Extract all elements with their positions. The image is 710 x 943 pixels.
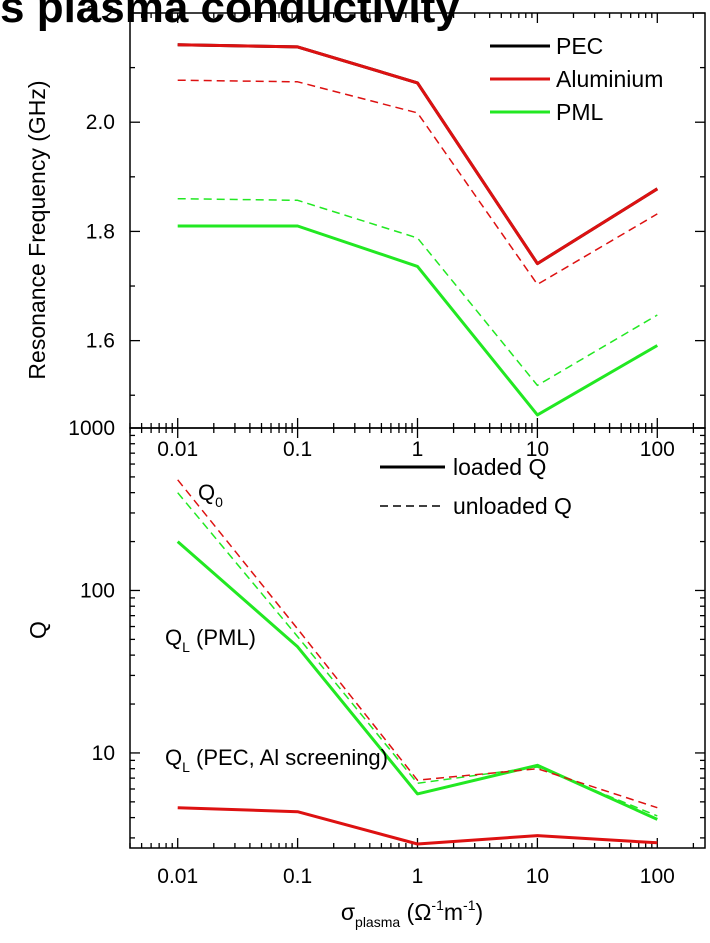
y-tick-label: 100: [80, 579, 115, 602]
x-tick-label: 1: [412, 438, 424, 461]
bottom-ylabel: Q: [25, 621, 51, 639]
series-line-aluminium-loaded-q-solid: [177, 806, 658, 846]
xlabel-unit-open: (Ω: [400, 899, 431, 925]
series-line-pml-solid: [177, 224, 659, 417]
series-line-pml-loaded-q-solid: [176, 540, 658, 821]
series-line-pml-unloaded-q-dashed: [177, 492, 658, 817]
legend-label: unloaded Q: [453, 493, 572, 519]
series-line-aluminium-dashed: [177, 79, 658, 286]
bottom-panel: 0.01 0.1 1 10 100 10 100 1000 loaded Q unloaded Q: [68, 417, 706, 888]
annotation-ql-pec: QL (PEC, Al screening): [165, 745, 388, 775]
x-tick-label: 100: [640, 438, 675, 461]
legend-label: PML: [556, 99, 604, 125]
legend-label: PEC: [556, 33, 603, 59]
annotation-ql-pml: QL (PML): [165, 625, 256, 655]
x-tick-label: 0.1: [283, 865, 312, 888]
top-panel: 0.01 0.1 1 10 100 1.6 1.8 2.0 2.2 PEC Aluminium PML: [86, 2, 706, 461]
y-tick-label: 2.0: [86, 111, 115, 134]
x-tick-label: 100: [640, 865, 675, 888]
xlabel-sigma: σ: [341, 899, 355, 925]
series-line-pml-dashed: [177, 197, 658, 387]
legend-label: loaded Q: [453, 454, 546, 480]
y-tick-label: 1.8: [86, 220, 115, 243]
annotation-q0: Q0: [198, 480, 223, 510]
x-tick-label: 0.01: [157, 865, 198, 888]
top-ylabel: Resonance Frequency (GHz): [24, 80, 50, 379]
chart-title: s plasma conductivity: [0, 0, 460, 32]
legend-label: Aluminium: [556, 66, 663, 92]
xlabel-sup1: -1: [431, 897, 444, 913]
series-line-aluminium-unloaded-q-dashed: [177, 479, 658, 809]
x-tick-label: 10: [526, 438, 549, 461]
xlabel-sub: plasma: [355, 914, 400, 930]
x-tick-label: 1: [412, 865, 424, 888]
xlabel-close: ): [476, 899, 484, 925]
series-line-aluminium-solid: [177, 43, 659, 266]
y-tick-label: 2.2: [86, 2, 115, 25]
x-tick-label: 0.1: [283, 438, 312, 461]
xlabel-sup2: -1: [463, 897, 476, 913]
y-tick-label: 1000: [68, 417, 115, 440]
x-tick-label: 10: [526, 865, 549, 888]
x-tick-label: 0.01: [157, 438, 198, 461]
y-tick-label: 1.6: [86, 330, 115, 353]
y-tick-label: 10: [92, 742, 115, 765]
xlabel-m: m: [444, 899, 463, 925]
bottom-xlabel: σplasma (Ω-1m-1): [341, 897, 483, 930]
